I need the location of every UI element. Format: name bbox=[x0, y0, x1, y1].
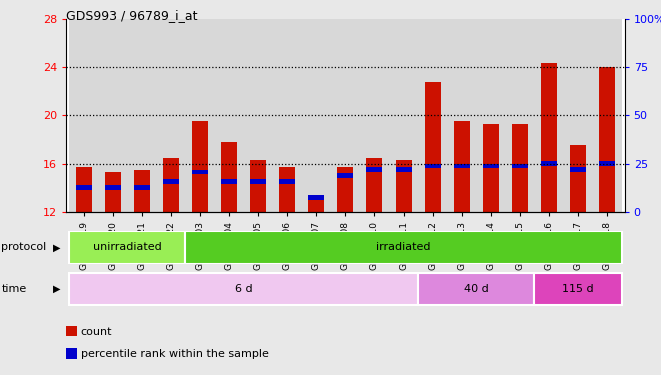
Bar bbox=[69, 273, 418, 305]
Bar bbox=[483, 164, 499, 168]
Bar bbox=[418, 19, 447, 212]
Bar bbox=[279, 179, 295, 184]
Bar bbox=[389, 19, 418, 212]
Bar bbox=[599, 67, 615, 212]
Text: count: count bbox=[81, 327, 112, 337]
Text: protocol: protocol bbox=[1, 243, 46, 252]
Bar bbox=[337, 167, 354, 212]
Text: 40 d: 40 d bbox=[464, 284, 488, 294]
Text: unirradiated: unirradiated bbox=[93, 243, 161, 252]
Text: percentile rank within the sample: percentile rank within the sample bbox=[81, 350, 268, 359]
Bar bbox=[477, 19, 506, 212]
Bar bbox=[564, 19, 593, 212]
Bar bbox=[221, 142, 237, 212]
Bar bbox=[512, 124, 528, 212]
Bar bbox=[301, 19, 330, 212]
Text: 6 d: 6 d bbox=[235, 284, 253, 294]
Bar bbox=[453, 164, 470, 168]
Text: ▶: ▶ bbox=[54, 243, 61, 252]
Bar bbox=[593, 19, 622, 212]
Bar bbox=[599, 161, 615, 166]
Bar bbox=[127, 19, 156, 212]
Bar bbox=[535, 273, 622, 305]
Bar bbox=[535, 19, 564, 212]
Text: irradiated: irradiated bbox=[376, 243, 431, 252]
Text: time: time bbox=[1, 284, 26, 294]
Bar bbox=[214, 19, 243, 212]
Bar bbox=[185, 19, 214, 212]
Bar bbox=[243, 19, 272, 212]
Bar bbox=[360, 19, 389, 212]
Bar bbox=[366, 167, 383, 172]
Text: GDS993 / 96789_i_at: GDS993 / 96789_i_at bbox=[66, 9, 198, 22]
Bar bbox=[272, 19, 301, 212]
Bar bbox=[424, 81, 441, 212]
Bar bbox=[308, 195, 325, 200]
Bar bbox=[541, 63, 557, 212]
Bar bbox=[75, 167, 92, 212]
Bar bbox=[104, 186, 121, 190]
Bar bbox=[541, 161, 557, 166]
Bar bbox=[69, 19, 98, 212]
Bar bbox=[192, 122, 208, 212]
Bar bbox=[221, 179, 237, 184]
Bar bbox=[308, 197, 325, 212]
Bar bbox=[337, 173, 354, 178]
Bar bbox=[192, 170, 208, 174]
Bar bbox=[483, 124, 499, 212]
Bar bbox=[418, 273, 535, 305]
Bar bbox=[424, 164, 441, 168]
Bar bbox=[512, 164, 528, 168]
Bar bbox=[156, 19, 185, 212]
Bar bbox=[366, 158, 383, 212]
Bar bbox=[447, 19, 477, 212]
Bar bbox=[395, 160, 412, 212]
Bar bbox=[163, 179, 179, 184]
Bar bbox=[395, 167, 412, 172]
Bar bbox=[134, 170, 150, 212]
Bar bbox=[104, 172, 121, 212]
Bar bbox=[570, 167, 586, 172]
Bar bbox=[163, 158, 179, 212]
Bar bbox=[330, 19, 360, 212]
Bar bbox=[279, 167, 295, 212]
Bar bbox=[570, 146, 586, 212]
Text: 115 d: 115 d bbox=[563, 284, 594, 294]
Bar bbox=[98, 19, 127, 212]
Bar bbox=[185, 231, 622, 264]
Bar bbox=[250, 179, 266, 184]
Bar bbox=[250, 160, 266, 212]
Bar bbox=[69, 231, 185, 264]
Bar bbox=[506, 19, 535, 212]
Bar bbox=[453, 122, 470, 212]
Bar bbox=[134, 186, 150, 190]
Bar bbox=[75, 186, 92, 190]
Text: ▶: ▶ bbox=[54, 284, 61, 294]
